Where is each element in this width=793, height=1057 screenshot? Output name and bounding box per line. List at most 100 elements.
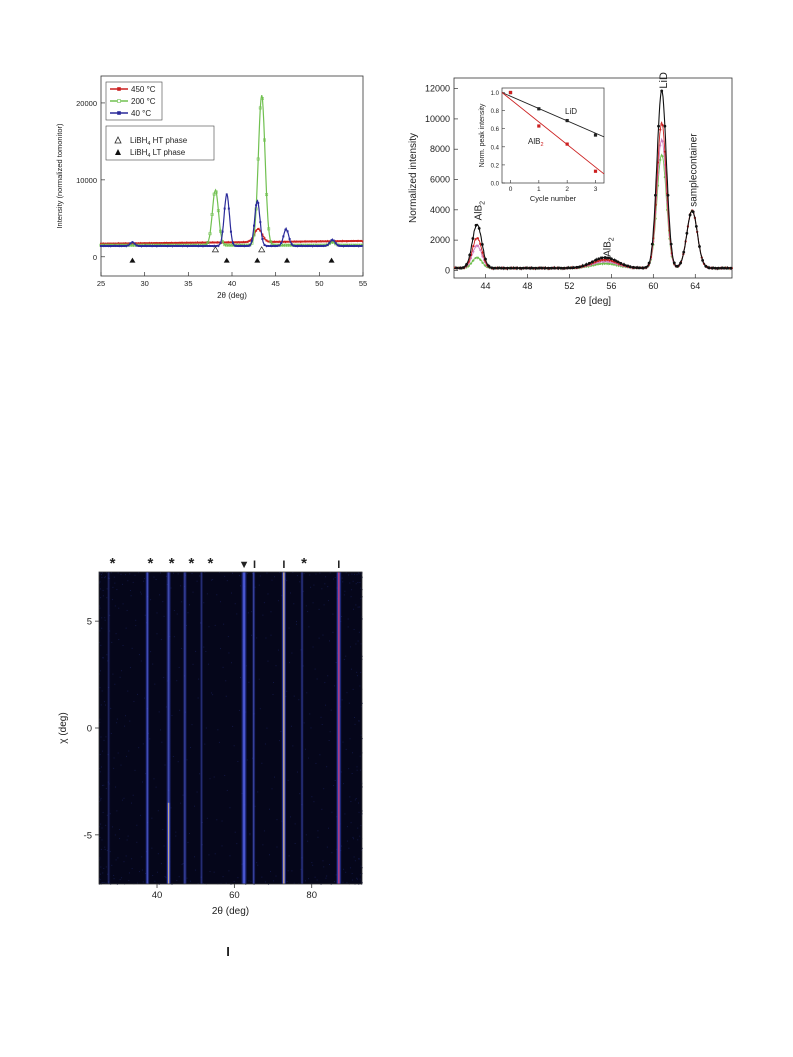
- data-point: [273, 244, 276, 247]
- noise-speck: [266, 572, 268, 574]
- noise-speck: [130, 595, 132, 597]
- data-point: [301, 240, 304, 243]
- data-point: [349, 240, 352, 243]
- noise-speck: [216, 819, 218, 821]
- noise-speck: [271, 579, 273, 581]
- data-point: [288, 240, 291, 243]
- noise-speck: [101, 577, 103, 579]
- noise-speck: [333, 578, 335, 580]
- noise-speck: [273, 576, 275, 578]
- noise-speck: [277, 600, 279, 602]
- noise-speck: [316, 678, 318, 680]
- noise-speck: [263, 830, 265, 832]
- noise-speck: [275, 875, 277, 877]
- data-point: [215, 244, 218, 247]
- data-point: [613, 258, 616, 262]
- data-point: [240, 244, 243, 247]
- x-tick-label: 80: [306, 890, 317, 901]
- noise-speck: [142, 743, 144, 745]
- noise-speck: [358, 802, 360, 804]
- noise-speck: [346, 840, 348, 842]
- inset-point-LiD: [593, 133, 598, 137]
- data-point: [347, 245, 350, 247]
- noise-speck: [262, 614, 264, 616]
- data-point: [229, 243, 233, 247]
- data-point: [273, 240, 276, 243]
- noise-speck: [360, 824, 362, 826]
- data-point: [562, 266, 566, 270]
- noise-speck: [189, 604, 191, 606]
- noise-speck: [303, 573, 305, 575]
- data-point: [290, 240, 293, 243]
- noise-speck: [272, 880, 274, 882]
- noise-speck: [162, 601, 164, 603]
- data-point: [305, 245, 308, 247]
- noise-speck: [111, 599, 113, 601]
- data-point: [355, 245, 358, 247]
- data-point: [572, 266, 575, 270]
- noise-speck: [313, 801, 315, 803]
- noise-speck: [328, 739, 330, 741]
- noise-speck: [349, 867, 351, 869]
- data-point: [181, 241, 184, 244]
- data-point: [219, 242, 222, 245]
- data-point: [666, 193, 670, 197]
- noise-speck: [194, 856, 196, 858]
- noise-speck: [350, 822, 352, 824]
- data-point: [458, 266, 462, 270]
- data-point: [320, 244, 323, 247]
- noise-speck: [161, 741, 163, 743]
- data-point: [194, 245, 197, 247]
- data-point: [659, 128, 662, 131]
- data-point: [217, 241, 220, 244]
- noise-speck: [119, 879, 121, 881]
- noise-speck: [317, 836, 319, 838]
- data-point: [265, 244, 268, 247]
- diffraction-line: [182, 572, 188, 884]
- data-point: [584, 263, 588, 267]
- noise-speck: [155, 786, 157, 788]
- data-point: [565, 266, 569, 270]
- data-point: [223, 207, 226, 210]
- noise-speck: [136, 824, 138, 826]
- data-point: [341, 240, 344, 243]
- noise-speck: [160, 572, 162, 574]
- noise-speck: [225, 680, 227, 682]
- noise-speck: [121, 799, 123, 801]
- noise-speck: [324, 583, 326, 585]
- data-point: [336, 240, 339, 243]
- data-point: [343, 240, 346, 243]
- noise-speck: [137, 693, 139, 695]
- noise-speck: [208, 626, 210, 628]
- noise-speck: [250, 634, 252, 636]
- noise-speck: [356, 671, 358, 673]
- noise-speck: [293, 882, 295, 884]
- noise-speck: [157, 853, 159, 855]
- noise-speck: [101, 627, 103, 629]
- noise-speck: [142, 869, 144, 871]
- noise-speck: [222, 876, 224, 878]
- data-point: [309, 245, 312, 247]
- noise-speck: [231, 662, 233, 664]
- noise-speck: [361, 738, 363, 740]
- noise-speck: [105, 788, 107, 790]
- noise-speck: [321, 723, 323, 725]
- data-point: [294, 240, 297, 243]
- noise-speck: [100, 799, 102, 801]
- noise-speck: [178, 666, 180, 668]
- noise-speck: [104, 617, 106, 619]
- peak-marker: *: [169, 555, 175, 572]
- noise-speck: [143, 580, 145, 582]
- noise-speck: [332, 631, 334, 633]
- data-point: [190, 241, 193, 244]
- data-point: [130, 243, 134, 247]
- noise-speck: [265, 637, 267, 639]
- noise-speck: [232, 725, 234, 727]
- noise-speck: [119, 838, 121, 840]
- data-point: [158, 242, 161, 245]
- data-point: [606, 262, 609, 265]
- data-point: [173, 245, 176, 247]
- noise-speck: [100, 644, 102, 646]
- noise-speck: [352, 580, 354, 582]
- noise-speck: [110, 707, 112, 709]
